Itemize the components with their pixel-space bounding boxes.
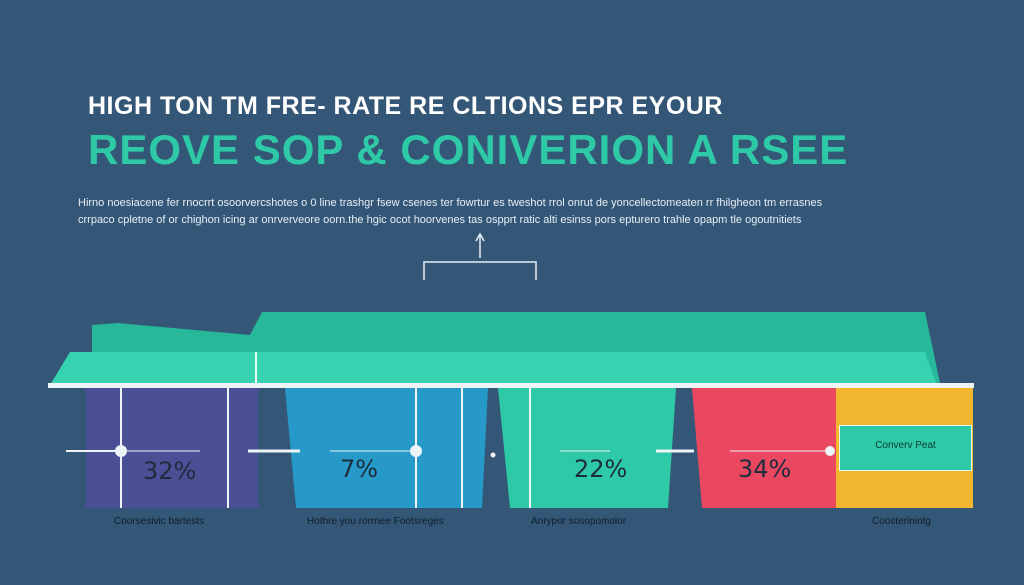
legend-caption: Coosterinintg xyxy=(872,516,931,527)
bar-blue xyxy=(285,388,488,508)
baseline-rule xyxy=(48,383,974,388)
description-line-2: crrpaco cpletne of or chighon icing ar o… xyxy=(78,214,802,226)
bar-value-2: 7% xyxy=(340,455,379,483)
legend-box: Converv Peat xyxy=(839,425,972,471)
description-line-1: Hirno noesiacene fer rnocrrt osoorvercsh… xyxy=(78,197,823,209)
legend-label: Converv Peat xyxy=(875,440,936,451)
subheadline: REOVE SOP & CONIVERION A RSEE xyxy=(88,126,849,173)
bar-teal xyxy=(498,388,676,508)
bar-purple xyxy=(86,388,258,508)
bar-value-3: 22% xyxy=(574,455,628,483)
pointer-marker xyxy=(423,232,537,280)
bar-caption-1: Coorsesivic bartests xyxy=(114,516,205,527)
headline: HIGH TON TM FRE- RATE RE CLTIONS EPR EYO… xyxy=(88,92,723,120)
bar-value-4: 34% xyxy=(738,455,792,483)
bar-caption-2: Hothre you rorrnee Footsreges xyxy=(307,516,444,527)
bar-red xyxy=(692,388,836,508)
bar-caption-3: Anrypor sosopomolor xyxy=(531,516,627,527)
top-bar xyxy=(50,352,936,385)
bar-value-1: 32% xyxy=(143,457,197,485)
